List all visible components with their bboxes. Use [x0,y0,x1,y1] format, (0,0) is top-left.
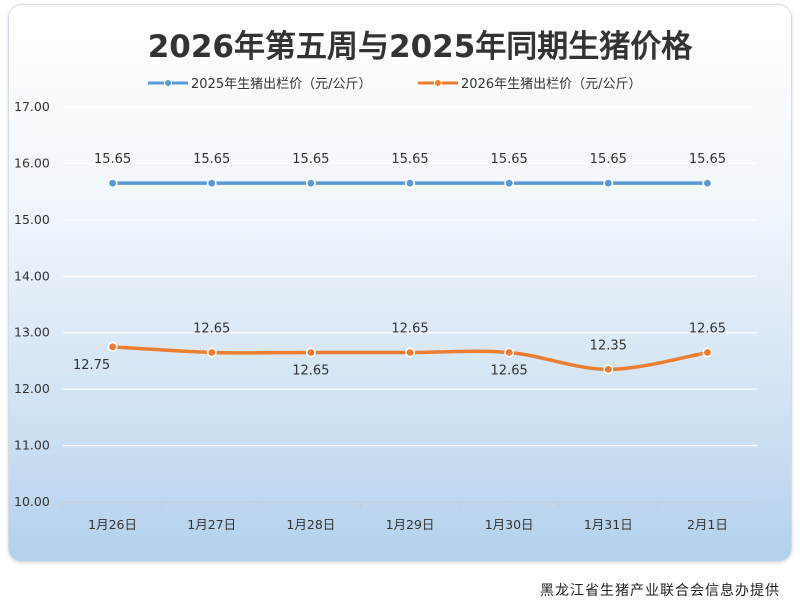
legend-swatch-marker [434,79,442,87]
data-point [305,347,316,358]
data-label: 15.65 [391,152,428,167]
y-tick-label: 11.00 [14,438,50,453]
axes: 10.00 11.00 12.00 13.00 14.00 15.00 16.00 17.00… [14,99,758,532]
data-point [404,347,415,358]
data-point [107,178,118,189]
data-label: 15.65 [94,152,131,167]
y-tick-label: 15.00 [14,212,50,227]
x-tick-label: 1月31日 [584,517,633,532]
x-tick-label: 1月30日 [485,517,534,532]
data-point [504,178,515,189]
data-point [206,178,217,189]
data-label: 12.65 [391,321,428,336]
data-point [603,364,614,375]
data-label: 15.65 [491,152,528,167]
y-tick-label: 16.00 [14,155,50,170]
series [107,178,713,375]
legend-item: 2025年生猪出栏价（元/公斤） [148,77,371,92]
data-point [702,178,713,189]
x-tick-label: 1月28日 [286,517,335,532]
y-tick-label: 12.00 [14,381,50,396]
data-point [504,347,515,358]
data-label: 15.65 [193,152,230,167]
y-tick-label: 17.00 [14,99,50,114]
data-label: 12.65 [689,321,726,336]
legend: 2025年生猪出栏价（元/公斤） 2026年生猪出栏价（元/公斤） [148,77,641,92]
data-label: 15.65 [689,152,726,167]
series-1 [107,178,713,189]
source-credit: 黑龙江省生猪产业联合会信息办提供 [540,583,780,599]
data-label: 15.65 [590,152,627,167]
legend-item: 2026年生猪出栏价（元/公斤） [418,77,641,92]
data-label: 12.35 [590,338,627,353]
chart-title: 2026年第五周与2025年同期生猪价格 [148,29,694,65]
data-labels: 15.65 15.65 15.65 15.65 15.65 15.65 15.65 12.75… [73,152,726,378]
data-point [206,347,217,358]
x-tick-label: 1月29日 [386,517,435,532]
series-2 [107,341,713,375]
legend-label: 2025年生猪出栏价（元/公斤） [191,77,371,92]
data-label: 12.75 [73,358,110,373]
data-label: 12.65 [193,321,230,336]
x-tick-label: 1月27日 [187,517,236,532]
chart-card [8,4,792,562]
y-tick-label: 13.00 [14,325,50,340]
data-point [305,178,316,189]
data-point [107,341,118,352]
data-point [702,347,713,358]
y-tick-label: 14.00 [14,268,50,283]
data-label: 15.65 [292,152,329,167]
x-tick-label: 1月26日 [88,517,137,532]
gridlines [63,106,757,447]
x-tick-label: 2月1日 [687,517,728,532]
data-point [603,178,614,189]
data-label: 12.65 [292,363,329,378]
legend-label: 2026年生猪出栏价（元/公斤） [461,77,641,92]
y-tick-label: 10.00 [14,494,50,509]
data-label: 12.65 [491,363,528,378]
legend-swatch-marker [164,79,172,87]
data-point [404,178,415,189]
